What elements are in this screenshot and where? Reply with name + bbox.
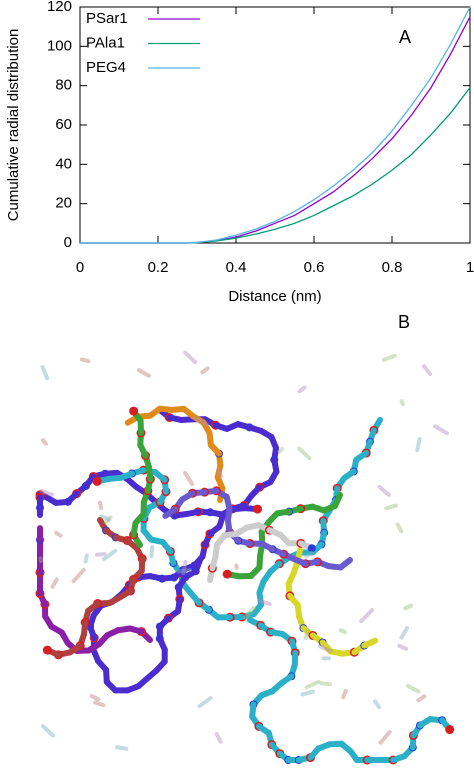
faint-bond (397, 643, 409, 651)
faint-bond (384, 503, 398, 511)
atom (445, 725, 455, 735)
x-tick-label: 0.4 (226, 259, 247, 276)
panel-label: A (399, 27, 411, 47)
series-line (80, 87, 471, 244)
faint-bond (216, 467, 224, 479)
faint-bond (79, 357, 91, 364)
x-tick-label: 0.2 (148, 259, 169, 276)
faint-bond (399, 626, 410, 640)
faint-bond (433, 424, 449, 436)
faint-bond (377, 484, 391, 497)
faint-bond (297, 446, 312, 461)
faint-bond (40, 438, 48, 446)
faint-bond (416, 694, 427, 703)
faint-bond (304, 679, 321, 690)
faint-bond (319, 681, 332, 687)
faint-bond (101, 548, 118, 562)
faint-bond (40, 365, 50, 381)
faint-bond (94, 552, 107, 557)
x-tick-label: 0 (76, 259, 84, 276)
series-line (80, 6, 471, 244)
y-tick-label: 80 (55, 77, 72, 94)
x-axis-label: Distance (nm) (228, 288, 321, 305)
faint-bond (381, 353, 397, 362)
y-tick-label: 120 (47, 0, 72, 15)
faint-bond (341, 688, 348, 700)
legend-label: PEG4 (86, 59, 126, 76)
atom (129, 406, 139, 416)
y-tick-label: 0 (64, 234, 72, 251)
faint-bond (89, 694, 101, 702)
bond (162, 506, 179, 519)
faint-bond (378, 729, 392, 745)
faint-bond (103, 515, 113, 525)
faint-bond (50, 577, 59, 589)
faint-bond (71, 567, 86, 584)
faint-bond (93, 700, 106, 708)
y-tick-label: 20 (55, 195, 72, 212)
faint-bond (99, 514, 111, 522)
faint-bond (405, 683, 421, 694)
faint-bond (303, 628, 310, 641)
bond (361, 637, 379, 649)
faint-bond (176, 568, 192, 574)
faint-bond (415, 436, 422, 453)
faint-bond (338, 628, 347, 635)
faint-bond (83, 553, 89, 564)
faint-bond (403, 603, 414, 611)
y-tick-label: 40 (55, 155, 72, 172)
molecule-render (35, 350, 455, 765)
faint-bond (115, 745, 129, 751)
x-tick-label: 1 (466, 259, 474, 276)
faint-bond (277, 446, 285, 454)
faint-bond (183, 350, 198, 365)
plot-frame (79, 6, 471, 244)
legend-label: PAla1 (86, 34, 125, 51)
atom (252, 504, 262, 514)
faint-bond (257, 598, 272, 607)
atom (92, 476, 102, 486)
faint-bond (200, 366, 210, 375)
faint-bond (182, 470, 195, 487)
faint-bond (41, 724, 56, 738)
atom (222, 569, 232, 579)
x-tick-label: 0.8 (382, 259, 403, 276)
faint-bond (181, 559, 188, 576)
faint-bond (399, 398, 405, 407)
faint-bond (97, 500, 104, 511)
faint-bond (395, 522, 404, 534)
panel-label: B (398, 312, 410, 332)
faint-bond (300, 689, 315, 697)
legend-label: PSar1 (86, 10, 128, 27)
faint-bond (193, 415, 209, 427)
faint-bond (54, 530, 63, 538)
x-tick-label: 0.6 (304, 259, 325, 276)
faint-bond (197, 696, 213, 709)
atom (307, 544, 316, 553)
atom (42, 645, 52, 655)
y-axis-label: Cumulative radial distribution (5, 29, 22, 222)
faint-bond (304, 550, 314, 559)
y-tick-label: 100 (47, 37, 72, 54)
faint-bond (149, 545, 155, 559)
faint-bond (359, 608, 375, 624)
faint-bond (297, 385, 307, 394)
faint-bond (39, 488, 55, 497)
faint-bond (136, 368, 151, 378)
y-tick-label: 60 (55, 116, 72, 133)
faint-bond (214, 732, 223, 744)
faint-bond (243, 605, 256, 620)
faint-bond (422, 364, 433, 377)
faint-bond (373, 699, 382, 710)
series-line (80, 16, 471, 244)
faint-bond (318, 644, 333, 653)
